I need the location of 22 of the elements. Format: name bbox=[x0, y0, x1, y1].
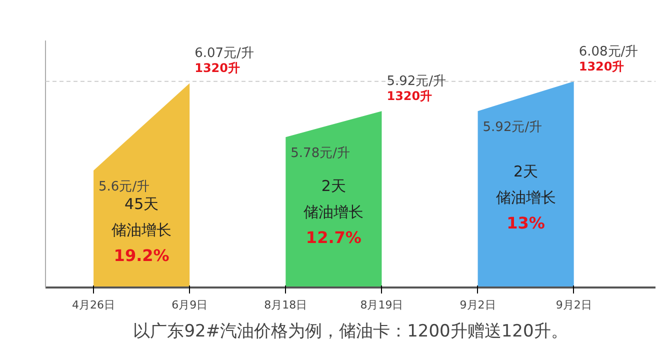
data-label: 6.07元/升 1320升 bbox=[194, 46, 254, 76]
annotation: 2天 bbox=[514, 162, 538, 180]
text: 以广东92#汽油价格为例，储油卡：1200升赠送120升。 bbox=[133, 322, 568, 342]
x-tick-label: 6月9日 bbox=[172, 298, 208, 312]
annotation: 13% bbox=[506, 213, 545, 232]
annotation: 储油增长 bbox=[304, 202, 364, 221]
annotation: 45天 bbox=[124, 195, 159, 214]
data-label: 6.08元/升 1320升 bbox=[578, 44, 638, 74]
x-tick-label: 9月2日 bbox=[460, 298, 496, 312]
annotation: 储油增长 bbox=[112, 221, 172, 240]
annotation: 12.7% bbox=[306, 228, 362, 247]
x-tick-label: 4月26日 bbox=[72, 298, 116, 312]
x-tick-label: 9月2日 bbox=[556, 298, 592, 312]
x-tick-label: 8月19日 bbox=[360, 298, 404, 312]
data-label: 5.6元/升 bbox=[98, 180, 150, 194]
data-label: 5.78元/升 bbox=[290, 146, 350, 162]
data-label: 5.92元/升 bbox=[482, 120, 542, 136]
data-label: 5.92元/升 1320升 bbox=[386, 74, 446, 104]
annotation: 19.2% bbox=[114, 246, 170, 266]
x-tick-label: 8月18日 bbox=[264, 298, 308, 312]
annotation: 2天 bbox=[321, 176, 346, 195]
annotation: 储油增长 bbox=[496, 188, 556, 206]
